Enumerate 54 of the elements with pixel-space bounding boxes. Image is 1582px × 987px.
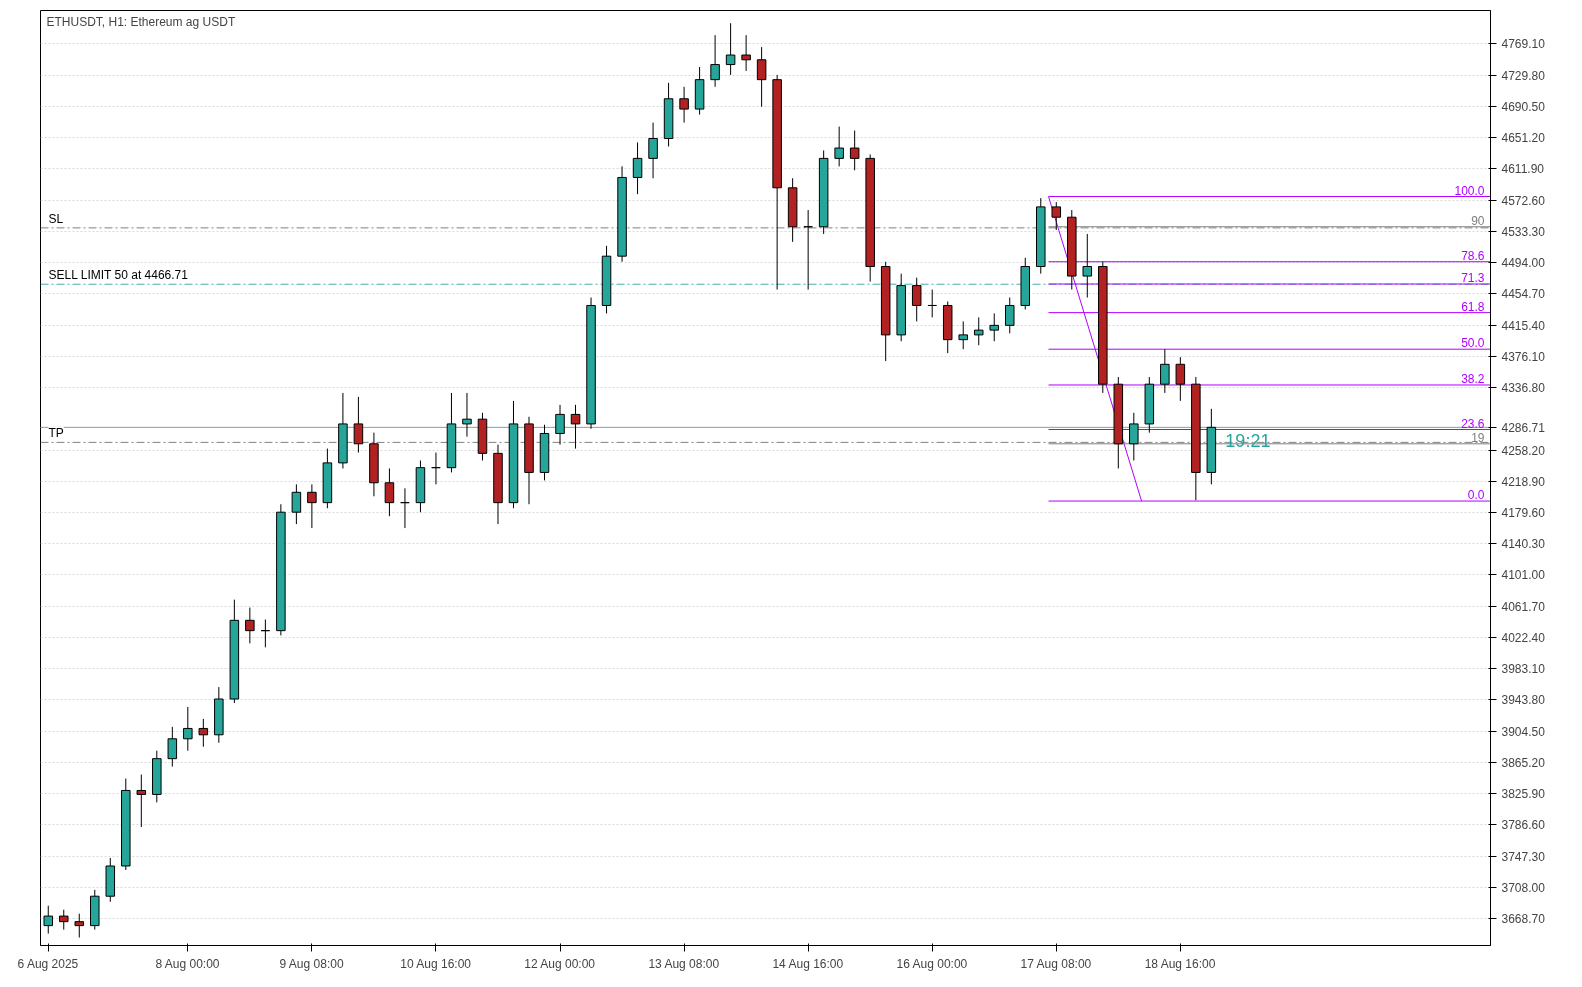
y-tick-label: 3825.90 [1501,787,1546,802]
series-label: 90 [1471,213,1485,228]
ref-line-label: SL [48,211,64,226]
y-tick-label: 3708.00 [1501,880,1546,895]
y-tick-label: 3904.50 [1501,724,1546,739]
ref-line-label: SELL LIMIT 50 at 4466.71 [48,268,189,283]
series-label: 19 [1471,430,1485,445]
x-tick-label: 10 Aug 16:00 [400,956,472,971]
x-tick-label: 14 Aug 16:00 [772,956,844,971]
chart-title: ETHUSDT, H1: Ethereum ag USDT [46,14,236,29]
y-tick-label: 3865.20 [1501,755,1546,770]
ref-line-label: TP [48,426,64,441]
series-label: 100.0 [1454,183,1485,198]
y-tick-label: 4336.80 [1501,381,1546,396]
y-tick-label: 4218.90 [1501,474,1546,489]
y-tick-label: 3747.30 [1501,849,1546,864]
y-tick-label: 4022.40 [1501,630,1546,645]
series-label: 23.6 [1461,416,1485,431]
x-tick-label: 9 Aug 08:00 [279,956,344,971]
x-tick-label: 13 Aug 08:00 [648,956,720,971]
y-tick-label: 4494.00 [1501,256,1546,271]
y-tick-label: 4729.80 [1501,68,1546,83]
y-tick-label: 4101.00 [1501,568,1546,583]
y-tick-label: 4651.20 [1501,131,1546,146]
series-label: 78.6 [1461,248,1485,263]
x-tick-label: 18 Aug 16:00 [1144,956,1216,971]
y-tick-label: 4769.10 [1501,37,1546,52]
series-label: 50.0 [1461,336,1485,351]
y-tick-label: 3786.60 [1501,818,1546,833]
x-tick-label: 6 Aug 2025 [17,956,79,971]
x-tick-label: 17 Aug 08:00 [1020,956,1092,971]
annotation: 19:21 [1225,431,1271,452]
y-tick-label: 4140.30 [1501,537,1546,552]
y-tick-label: 4179.60 [1501,506,1546,521]
y-tick-label: 4376.10 [1501,349,1546,364]
series-label: 38.2 [1461,371,1485,386]
y-tick-label: 3983.10 [1501,662,1546,677]
y-tick-label: 4286.71 [1501,420,1546,435]
series-label: 71.3 [1461,271,1485,285]
x-tick-label: 8 Aug 00:00 [155,956,220,971]
y-tick-label: 4690.50 [1501,99,1546,114]
y-tick-label: 4611.90 [1501,162,1545,177]
y-tick-label: 3943.80 [1501,693,1546,708]
y-tick-label: 3668.70 [1501,912,1546,927]
y-tick-label: 4454.70 [1501,287,1546,302]
y-tick-label: 4258.20 [1501,443,1546,458]
y-tick-label: 4533.30 [1501,224,1546,239]
series-label: 0.0 [1467,488,1485,503]
series-label: 61.8 [1461,299,1485,314]
y-tick-label: 4415.40 [1501,318,1546,333]
y-tick-label: 4061.70 [1501,599,1546,614]
x-tick-label: 16 Aug 00:00 [896,956,968,971]
y-tick-label: 4572.60 [1501,193,1546,208]
x-tick-label: 12 Aug 00:00 [524,956,596,971]
